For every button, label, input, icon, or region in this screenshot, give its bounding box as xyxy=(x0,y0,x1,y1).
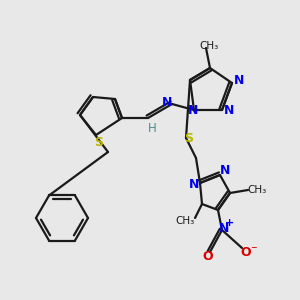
Text: N: N xyxy=(224,104,234,118)
Text: ⁻: ⁻ xyxy=(250,244,256,257)
Text: N: N xyxy=(189,178,199,191)
Text: CH₃: CH₃ xyxy=(248,185,267,195)
Text: S: S xyxy=(184,133,194,146)
Text: N: N xyxy=(188,104,198,118)
Text: N: N xyxy=(220,164,230,176)
Text: CH₃: CH₃ xyxy=(200,41,219,51)
Text: N: N xyxy=(219,223,229,236)
Text: CH₃: CH₃ xyxy=(176,216,195,226)
Text: O: O xyxy=(203,250,213,263)
Text: N: N xyxy=(234,74,244,88)
Text: H: H xyxy=(148,122,156,134)
Text: O: O xyxy=(241,247,251,260)
Text: +: + xyxy=(225,218,235,228)
Text: N: N xyxy=(162,97,172,110)
Text: S: S xyxy=(94,136,103,148)
